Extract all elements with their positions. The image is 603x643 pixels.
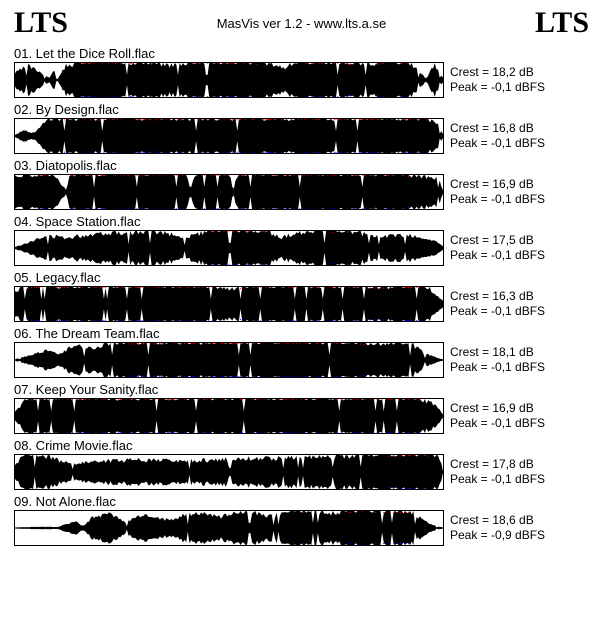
track-content-row: Crest = 18,1 dBPeak = -0,1 dBFS	[14, 342, 589, 378]
track-title: 04. Space Station.flac	[14, 214, 589, 229]
track-stats: Crest = 16,8 dBPeak = -0,1 dBFS	[450, 121, 545, 151]
track-title: 05. Legacy.flac	[14, 270, 589, 285]
waveform	[14, 118, 444, 154]
track-content-row: Crest = 18,2 dBPeak = -0,1 dBFS	[14, 62, 589, 98]
track-title: 06. The Dream Team.flac	[14, 326, 589, 341]
track-row: 08. Crime Movie.flac Crest = 17,8 dBPeak…	[14, 438, 589, 490]
app-subtitle: MasVis ver 1.2 - www.lts.a.se	[68, 16, 535, 31]
peak-value: Peak = -0,9 dBFS	[450, 528, 545, 543]
track-list: 01. Let the Dice Roll.flac Crest = 18,2 …	[0, 46, 603, 550]
track-content-row: Crest = 16,8 dBPeak = -0,1 dBFS	[14, 118, 589, 154]
track-title: 02. By Design.flac	[14, 102, 589, 117]
peak-value: Peak = -0,1 dBFS	[450, 360, 545, 375]
crest-value: Crest = 17,5 dB	[450, 233, 545, 248]
waveform	[14, 510, 444, 546]
header: LTS MasVis ver 1.2 - www.lts.a.se LTS	[0, 0, 603, 42]
logo-left: LTS	[14, 6, 68, 40]
crest-value: Crest = 16,9 dB	[450, 401, 545, 416]
track-title: 03. Diatopolis.flac	[14, 158, 589, 173]
peak-value: Peak = -0,1 dBFS	[450, 304, 545, 319]
track-stats: Crest = 18,1 dBPeak = -0,1 dBFS	[450, 345, 545, 375]
peak-value: Peak = -0,1 dBFS	[450, 136, 545, 151]
crest-value: Crest = 17,8 dB	[450, 457, 545, 472]
track-stats: Crest = 18,6 dBPeak = -0,9 dBFS	[450, 513, 545, 543]
peak-value: Peak = -0,1 dBFS	[450, 248, 545, 263]
crest-value: Crest = 18,6 dB	[450, 513, 545, 528]
track-stats: Crest = 17,5 dBPeak = -0,1 dBFS	[450, 233, 545, 263]
peak-value: Peak = -0,1 dBFS	[450, 80, 545, 95]
crest-value: Crest = 16,8 dB	[450, 121, 545, 136]
track-title: 01. Let the Dice Roll.flac	[14, 46, 589, 61]
track-title: 08. Crime Movie.flac	[14, 438, 589, 453]
waveform	[14, 174, 444, 210]
track-row: 01. Let the Dice Roll.flac Crest = 18,2 …	[14, 46, 589, 98]
track-title: 09. Not Alone.flac	[14, 494, 589, 509]
peak-value: Peak = -0,1 dBFS	[450, 472, 545, 487]
track-row: 02. By Design.flac Crest = 16,8 dBPeak =…	[14, 102, 589, 154]
track-stats: Crest = 17,8 dBPeak = -0,1 dBFS	[450, 457, 545, 487]
track-row: 04. Space Station.flac Crest = 17,5 dBPe…	[14, 214, 589, 266]
peak-value: Peak = -0,1 dBFS	[450, 416, 545, 431]
waveform	[14, 62, 444, 98]
waveform	[14, 230, 444, 266]
track-stats: Crest = 16,9 dBPeak = -0,1 dBFS	[450, 401, 545, 431]
peak-value: Peak = -0,1 dBFS	[450, 192, 545, 207]
waveform	[14, 286, 444, 322]
crest-value: Crest = 18,2 dB	[450, 65, 545, 80]
track-row: 05. Legacy.flac Crest = 16,3 dBPeak = -0…	[14, 270, 589, 322]
track-content-row: Crest = 16,9 dBPeak = -0,1 dBFS	[14, 398, 589, 434]
crest-value: Crest = 16,3 dB	[450, 289, 545, 304]
logo-right: LTS	[535, 6, 589, 40]
track-content-row: Crest = 17,5 dBPeak = -0,1 dBFS	[14, 230, 589, 266]
track-stats: Crest = 16,3 dBPeak = -0,1 dBFS	[450, 289, 545, 319]
track-row: 03. Diatopolis.flac Crest = 16,9 dBPeak …	[14, 158, 589, 210]
track-row: 09. Not Alone.flac Crest = 18,6 dBPeak =…	[14, 494, 589, 546]
track-stats: Crest = 16,9 dBPeak = -0,1 dBFS	[450, 177, 545, 207]
track-content-row: Crest = 16,3 dBPeak = -0,1 dBFS	[14, 286, 589, 322]
track-row: 06. The Dream Team.flac Crest = 18,1 dBP…	[14, 326, 589, 378]
crest-value: Crest = 18,1 dB	[450, 345, 545, 360]
waveform	[14, 454, 444, 490]
crest-value: Crest = 16,9 dB	[450, 177, 545, 192]
track-stats: Crest = 18,2 dBPeak = -0,1 dBFS	[450, 65, 545, 95]
track-content-row: Crest = 17,8 dBPeak = -0,1 dBFS	[14, 454, 589, 490]
track-content-row: Crest = 18,6 dBPeak = -0,9 dBFS	[14, 510, 589, 546]
waveform	[14, 342, 444, 378]
track-title: 07. Keep Your Sanity.flac	[14, 382, 589, 397]
track-row: 07. Keep Your Sanity.flac Crest = 16,9 d…	[14, 382, 589, 434]
track-content-row: Crest = 16,9 dBPeak = -0,1 dBFS	[14, 174, 589, 210]
waveform	[14, 398, 444, 434]
